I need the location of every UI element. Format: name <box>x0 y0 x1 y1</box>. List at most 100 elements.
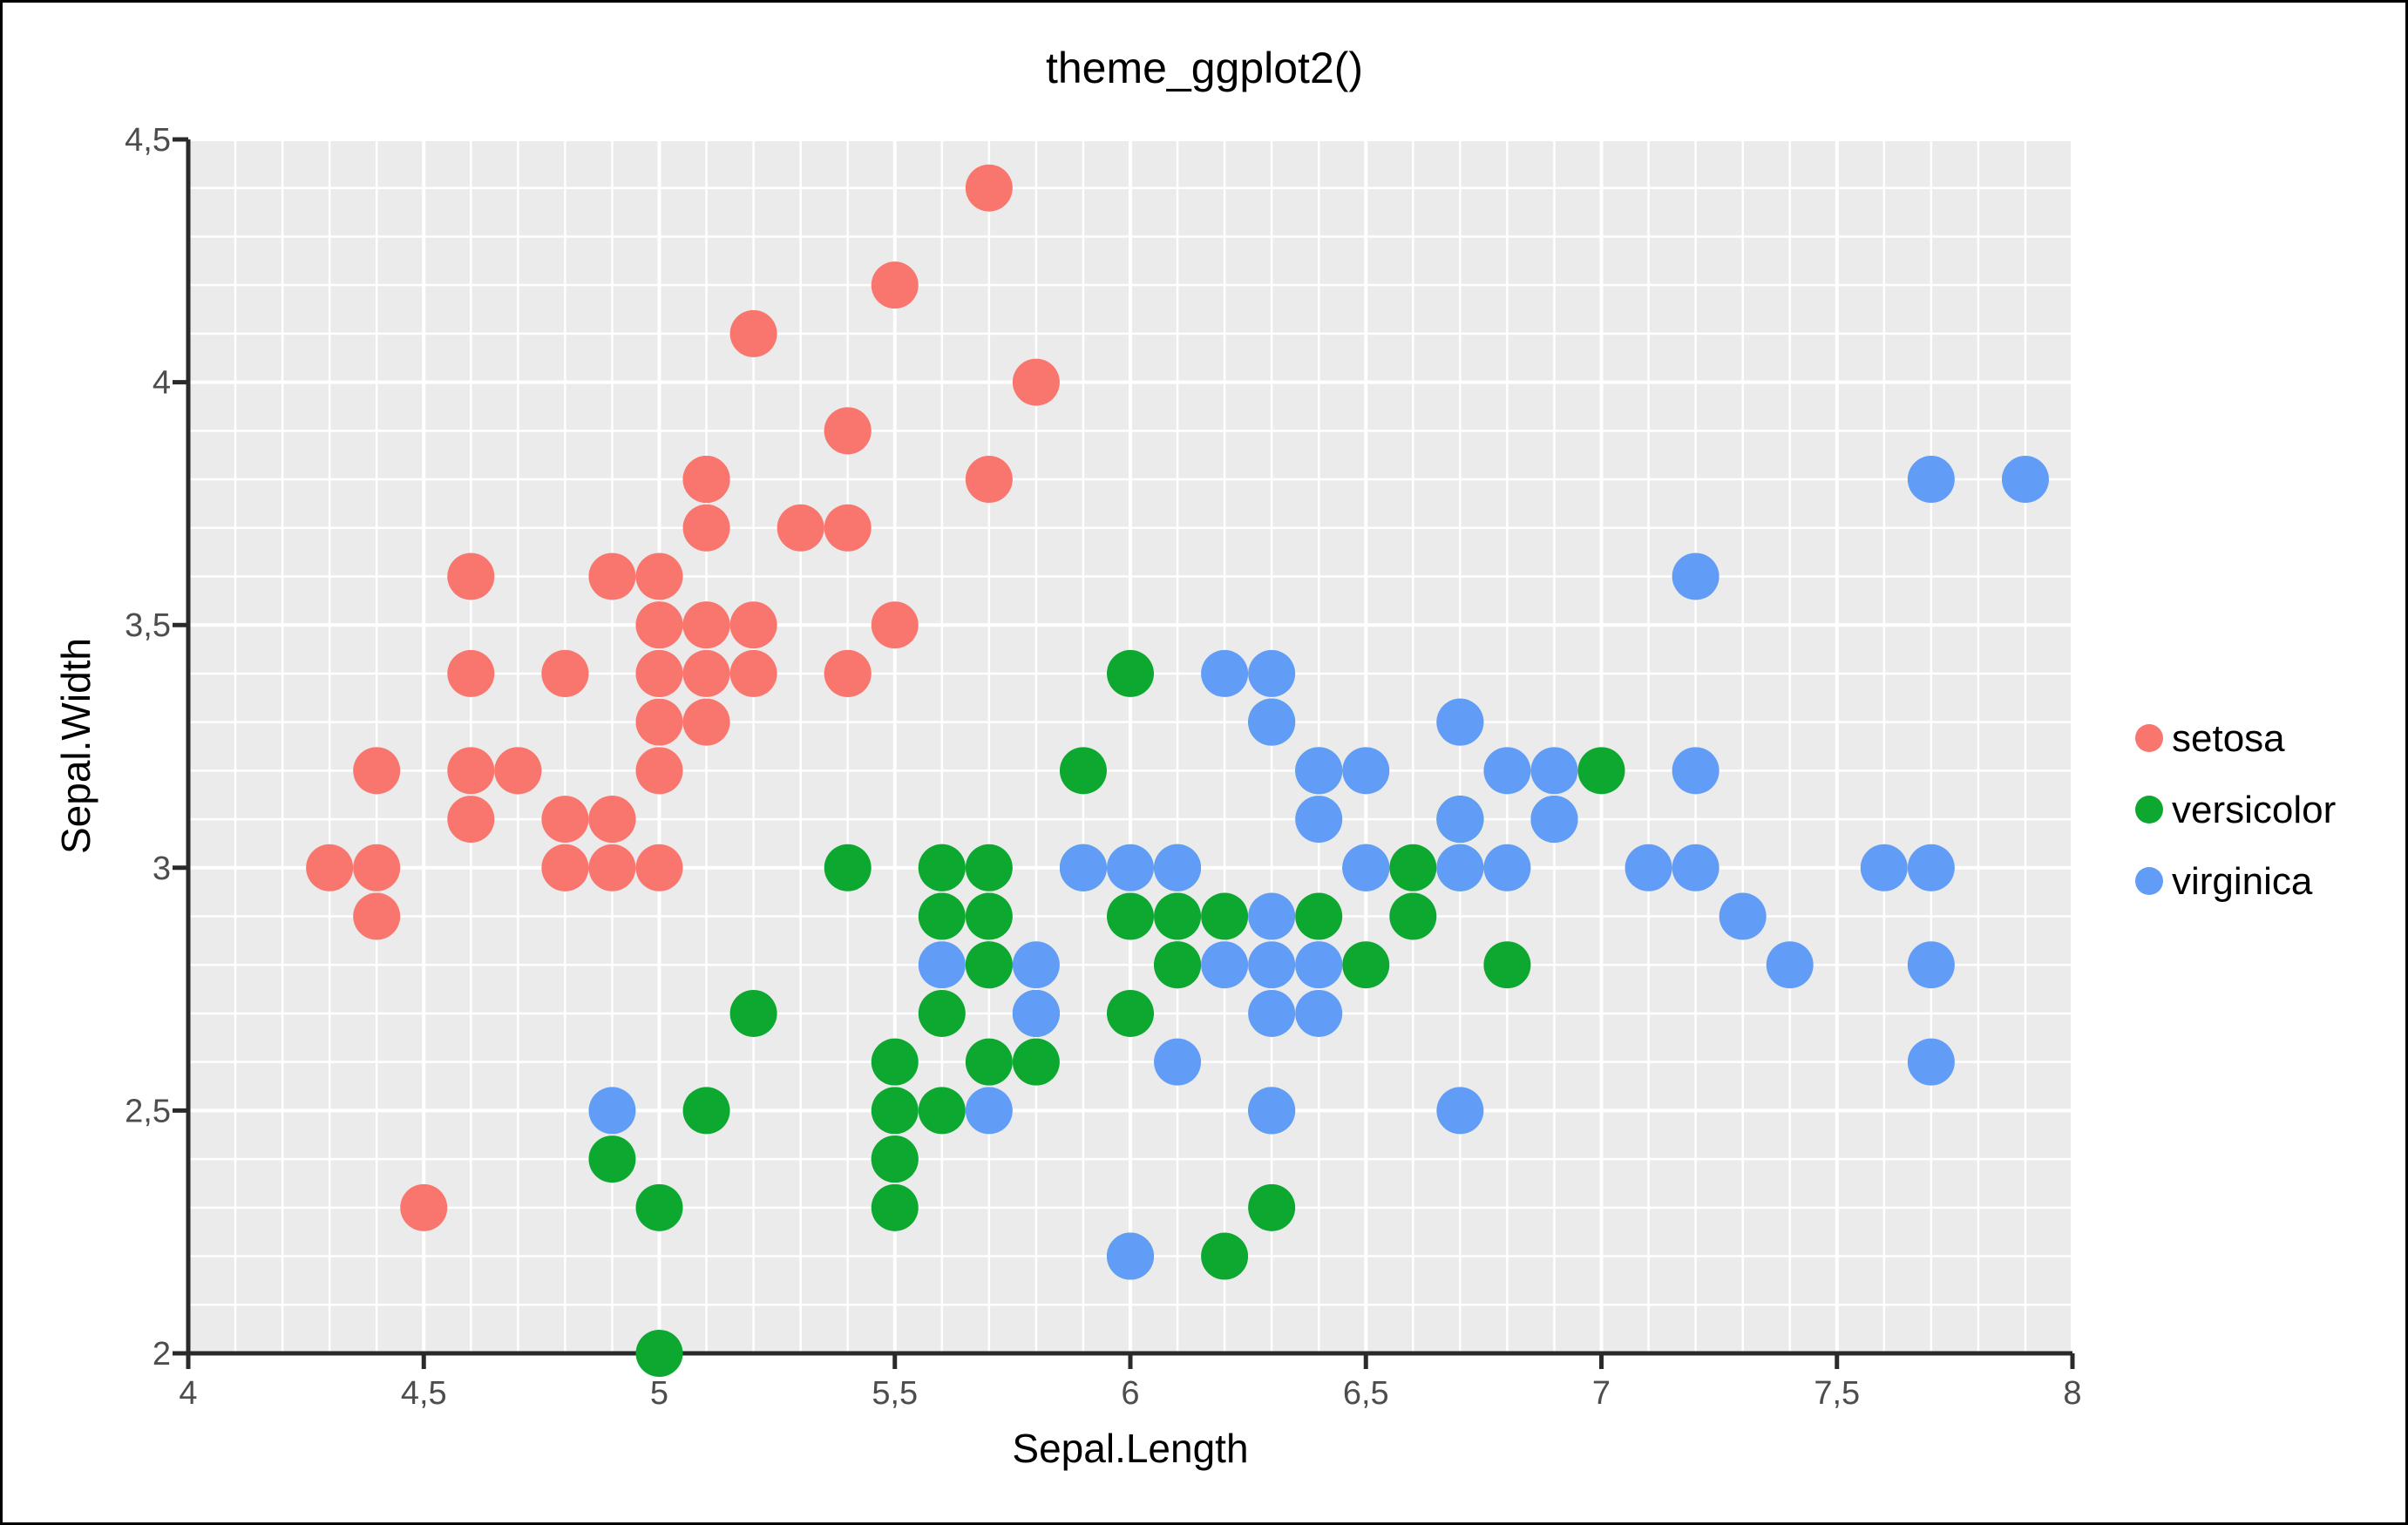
data-point-setosa <box>635 649 683 697</box>
data-point-virginica <box>1483 844 1531 891</box>
data-point-virginica <box>1907 844 1955 891</box>
data-point-virginica <box>1530 747 1578 795</box>
data-point-virginica <box>1201 649 1249 697</box>
data-point-versicolor <box>1107 892 1154 940</box>
data-point-setosa <box>729 649 777 697</box>
data-point-setosa <box>635 552 683 600</box>
data-point-versicolor <box>729 989 777 1037</box>
data-point-setosa <box>682 649 730 697</box>
data-point-setosa <box>871 601 919 649</box>
data-point-versicolor <box>871 1087 919 1135</box>
data-point-versicolor <box>1389 844 1437 891</box>
x-tick-label: 5,5 <box>872 1375 918 1412</box>
data-point-virginica <box>1248 698 1296 746</box>
x-tick-label: 5 <box>650 1375 668 1412</box>
chart-title: theme_ggplot2() <box>1046 44 1363 92</box>
data-point-setosa <box>588 552 636 600</box>
data-point-setosa <box>965 164 1013 212</box>
x-tick-label: 4 <box>179 1375 197 1412</box>
data-point-setosa <box>965 456 1013 504</box>
data-point-virginica <box>918 941 966 989</box>
data-point-setosa <box>824 649 872 697</box>
data-point-versicolor <box>1012 1038 1060 1086</box>
data-point-virginica <box>1672 747 1720 795</box>
data-point-setosa <box>447 552 495 600</box>
data-point-virginica <box>1248 892 1296 940</box>
data-point-setosa <box>635 747 683 795</box>
data-point-virginica <box>1107 844 1154 891</box>
data-point-virginica <box>1625 844 1672 891</box>
data-point-setosa <box>353 892 401 940</box>
data-point-versicolor <box>965 892 1013 940</box>
data-point-virginica <box>1248 941 1296 989</box>
data-point-versicolor <box>1154 941 1202 989</box>
data-point-versicolor <box>965 941 1013 989</box>
data-point-setosa <box>353 747 401 795</box>
legend: setosa versicolor virginica <box>2135 717 2336 903</box>
x-tick-label: 4,5 <box>401 1375 447 1412</box>
data-point-setosa <box>682 698 730 746</box>
y-tick-labels: 2 2,5 3 3,5 4 4,5 <box>125 122 171 1372</box>
legend-label-virginica: virginica <box>2172 860 2313 903</box>
data-point-versicolor <box>871 1135 919 1183</box>
data-point-versicolor <box>1342 941 1390 989</box>
legend-marker-setosa <box>2135 724 2163 752</box>
data-point-setosa <box>682 601 730 649</box>
data-point-versicolor <box>588 1135 636 1183</box>
data-point-versicolor <box>1295 892 1343 940</box>
data-point-setosa <box>400 1183 448 1231</box>
data-point-virginica <box>1436 796 1484 844</box>
data-point-virginica <box>1436 698 1484 746</box>
data-point-virginica <box>1154 844 1202 891</box>
data-point-versicolor <box>1577 747 1625 795</box>
data-point-setosa <box>824 407 872 455</box>
legend-label-setosa: setosa <box>2172 717 2285 760</box>
data-point-virginica <box>1295 941 1343 989</box>
data-point-virginica <box>1672 844 1720 891</box>
data-point-versicolor <box>871 1038 919 1086</box>
data-point-virginica <box>1860 844 1908 891</box>
data-point-setosa <box>729 309 777 357</box>
data-point-versicolor <box>965 1038 1013 1086</box>
data-point-setosa <box>682 504 730 552</box>
data-point-virginica <box>1295 989 1343 1037</box>
y-tick-label: 2 <box>153 1336 171 1372</box>
data-point-virginica <box>1907 456 1955 504</box>
data-point-setosa <box>635 844 683 891</box>
data-point-virginica <box>1907 941 1955 989</box>
data-point-versicolor <box>1201 892 1249 940</box>
data-point-virginica <box>1012 989 1060 1037</box>
data-point-versicolor <box>918 844 966 891</box>
y-tick-label: 4 <box>153 365 171 402</box>
data-point-setosa <box>682 456 730 504</box>
y-axis-title: Sepal.Width <box>53 638 98 854</box>
x-tick-labels: 4 4,5 5 5,5 6 6,5 7 7,5 8 <box>179 1375 2081 1412</box>
data-point-virginica <box>588 1087 636 1135</box>
data-point-virginica <box>1436 1087 1484 1135</box>
legend-marker-versicolor <box>2135 796 2163 824</box>
data-point-versicolor <box>824 844 872 891</box>
data-point-virginica <box>1483 747 1531 795</box>
x-tick-label: 8 <box>2063 1375 2081 1412</box>
y-tick-label: 3 <box>153 851 171 887</box>
data-point-versicolor <box>1154 892 1202 940</box>
data-point-virginica <box>1530 796 1578 844</box>
data-point-virginica <box>1436 844 1484 891</box>
data-point-versicolor <box>1389 892 1437 940</box>
legend-label-versicolor: versicolor <box>2172 789 2336 831</box>
data-point-versicolor <box>1201 1232 1249 1280</box>
data-point-versicolor <box>682 1087 730 1135</box>
data-points <box>306 164 2049 1377</box>
data-point-setosa <box>729 601 777 649</box>
data-point-versicolor <box>1059 747 1107 795</box>
data-point-versicolor <box>918 989 966 1037</box>
data-point-versicolor <box>635 1183 683 1231</box>
data-point-setosa <box>353 844 401 891</box>
data-point-versicolor <box>918 892 966 940</box>
x-tick-label: 7,5 <box>1814 1375 1860 1412</box>
data-point-virginica <box>1342 747 1390 795</box>
data-point-virginica <box>1248 1087 1296 1135</box>
data-point-setosa <box>447 747 495 795</box>
data-point-virginica <box>1012 941 1060 989</box>
